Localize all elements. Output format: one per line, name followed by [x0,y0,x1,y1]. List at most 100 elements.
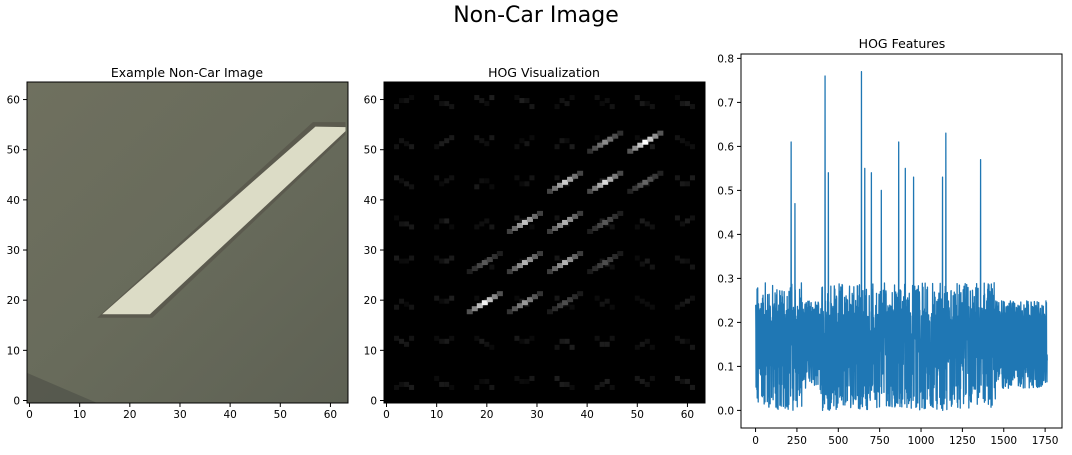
features-xtick-label: 1000 [908,435,935,447]
hog-faint-pixel [599,101,605,107]
hog-cell-gradient [481,300,488,306]
hog-cell-gradient [511,266,518,272]
hog-cell-gradient [567,216,574,222]
hog-cell-gradient [592,145,599,151]
hog-cell-gradient [642,179,649,185]
hog-faint-pixel [609,304,615,310]
hog-faint-pixel [674,255,680,261]
hog-faint-pixel [594,295,600,301]
hog-cell-gradient [577,251,584,257]
hog-cell-gradient [511,306,518,312]
panel-example-image: Example Non-Car Image 0 10 20 30 40 50 60 0 10 20… [7,65,349,421]
image-ytick-label: 0 [13,395,20,407]
features-series-line [754,70,1048,412]
hog-faint-pixel [489,95,495,101]
hog-faint-pixel [449,175,455,181]
hog-cell-gradient [466,309,473,315]
features-ytick-label: 0.0 [717,405,734,417]
hog-faint-pixel [474,384,480,390]
hog-faint-pixel [444,138,450,144]
hog-cell-gradient [526,216,533,222]
hog-faint-pixel [434,175,440,181]
hog-cell-gradient [627,148,634,154]
image-xtick-label: 30 [173,409,186,421]
hog-faint-pixel [449,384,455,390]
hog-cell-gradient [602,139,609,145]
hog-faint-pixel [634,135,640,141]
features-xtick-label: 250 [787,435,807,447]
hog-faint-pixel [529,375,535,381]
hog-faint-pixel [674,375,680,381]
hog-cell-gradient [612,133,619,139]
hog-faint-pixel [489,344,495,350]
hog-faint-pixel [444,258,450,264]
features-ytick-label: 0.3 [717,273,734,285]
features-ytick-label: 0.2 [717,317,734,329]
hog-faint-pixel [684,378,690,384]
hog-faint-pixel [449,104,455,110]
features-title: HOG Features [859,36,946,51]
hog-faint-pixel [519,138,525,144]
hog-faint-pixel [684,101,690,107]
hog-faint-pixel [639,218,645,224]
hog-faint-pixel [634,224,640,230]
hog-faint-pixel [524,338,530,344]
image-ytick-label: 60 [7,95,20,107]
hog-faint-pixel [639,261,645,267]
hog-cell-gradient [557,263,564,269]
hog-faint-pixel [479,98,485,104]
hog-cell-gradient [471,266,478,272]
hog-faint-pixel [639,101,645,107]
hog-faint-pixel [599,301,605,307]
hog-cell-gradient [531,213,538,219]
hog-faint-pixel [529,104,535,110]
hog-cell-gradient [617,210,624,216]
hog-faint-pixel [639,298,645,304]
hog-cell-gradient [506,228,513,234]
hog-faint-pixel [399,338,405,344]
features-ytick-label: 0.8 [717,53,734,65]
hog-cell-gradient [557,303,564,309]
hog-faint-pixel [434,144,440,150]
hog-cell-gradient [531,294,538,300]
hog-faint-pixel [409,384,415,390]
stripe [102,126,346,315]
hog-faint-pixel [674,135,680,141]
hog-faint-pixel [439,101,445,107]
hog-faint-pixel [474,184,480,190]
features-xtick-label: 1250 [949,435,976,447]
hog-faint-pixel [394,304,400,310]
hog-faint-pixel [679,181,685,187]
hog-faint-pixel [529,224,535,230]
hog-faint-pixel [649,375,655,381]
hog-cell-gradient [511,225,518,231]
hog-faint-pixel [514,215,520,221]
hog-cell-gradient [552,306,559,312]
hog-faint-pixel [439,338,445,344]
hog-cell-gradient [647,176,654,182]
hog-cell-gradient [521,260,528,266]
hog-faint-pixel [644,258,650,264]
hog-faint-pixel [569,304,575,310]
hog-xtick-label: 60 [681,409,694,421]
hog-faint-pixel [434,95,440,101]
hog-faint-pixel [484,141,490,147]
hog-cell-gradient [617,170,624,176]
hog-faint-pixel [649,144,655,150]
features-xtick-label: 1500 [990,435,1017,447]
hog-ytick-label: 40 [364,195,377,207]
hog-faint-pixel [609,224,615,230]
hog-frame [383,81,706,404]
hog-faint-pixel [569,95,575,101]
hog-faint-pixel [404,221,410,227]
hog-faint-pixel [449,335,455,341]
hog-cell-gradient [562,179,569,185]
hog-faint-pixel [644,381,650,387]
hog-cell-gradient [617,251,624,257]
hog-faint-pixel [674,95,680,101]
hog-faint-pixel [644,301,650,307]
hog-cell-gradient [486,257,493,263]
hog-cell-gradient [496,251,503,257]
hog-faint-pixel [489,264,495,270]
